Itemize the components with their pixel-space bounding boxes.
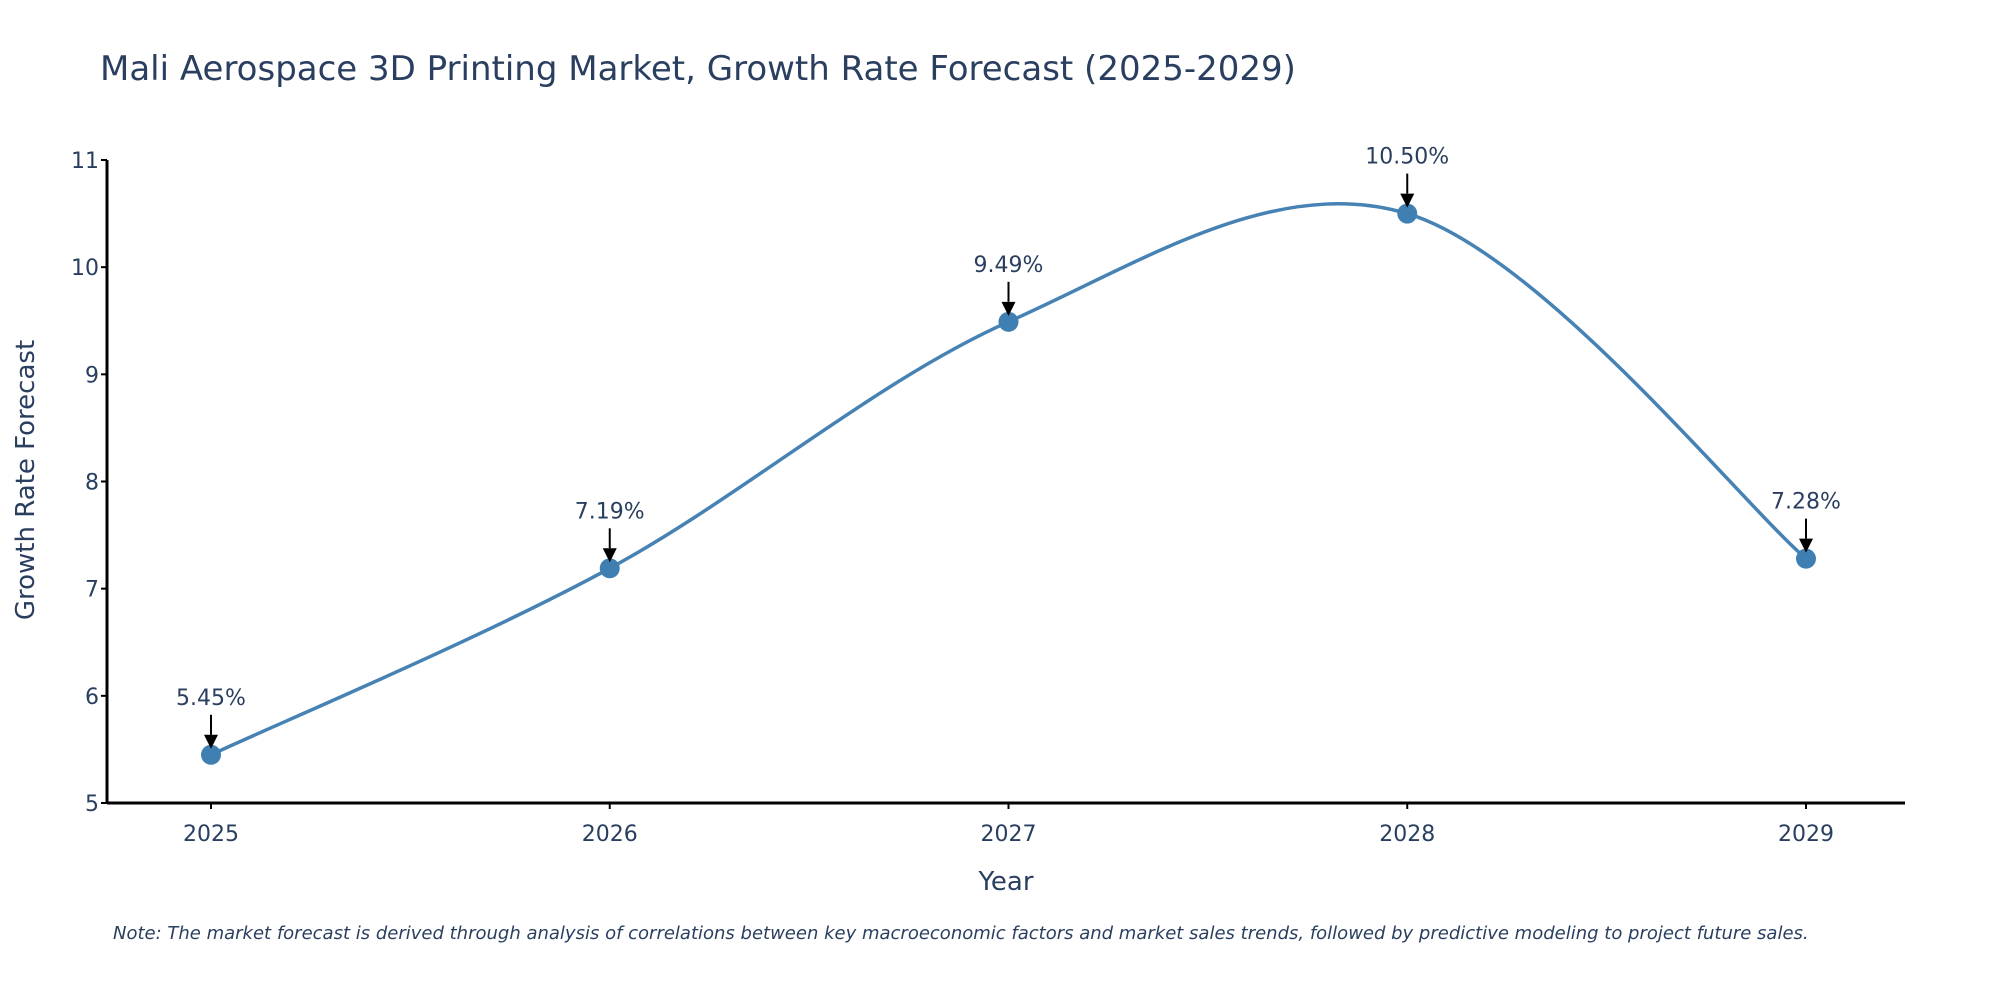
x-tick-label: 2029 (1778, 822, 1834, 847)
annotation-arrow-head (1001, 301, 1016, 316)
data-annotations: 5.45% 7.19% 9.49% 10.50% 7.28% (176, 145, 1841, 749)
y-axis-title: Growth Rate Forecast (11, 340, 41, 620)
annotation-arrow-head (602, 548, 617, 563)
data-point-2025 (201, 744, 221, 765)
data-label-2027: 9.49% (974, 253, 1044, 278)
annotation-arrow-head (204, 734, 218, 749)
x-axis-title: Year (977, 867, 1033, 897)
data-point-2026 (599, 558, 620, 579)
x-tick-label: 2025 (183, 822, 239, 847)
y-tick-label: 8 (85, 471, 99, 496)
data-point-2029 (1796, 548, 1816, 569)
x-tick-label: 2027 (981, 822, 1037, 847)
y-tick-label: 7 (85, 578, 99, 603)
chart-title: Mali Aerospace 3D Printing Market, Growt… (100, 49, 1296, 89)
data-point-2027 (998, 311, 1019, 332)
data-point-2028 (1397, 203, 1418, 224)
data-label-2029: 7.28% (1771, 490, 1841, 515)
y-tick-label: 9 (85, 363, 99, 388)
x-axis-ticks: 2025 2026 2027 2028 2029 (183, 803, 1834, 847)
data-label-2026: 7.19% (575, 499, 645, 524)
series-line (210, 202, 1808, 757)
data-label-2028: 10.50% (1365, 145, 1449, 170)
data-markers (201, 203, 1816, 765)
annotation-arrow-head (1799, 538, 1813, 553)
y-tick-label: 10 (71, 256, 99, 281)
y-tick-label: 6 (85, 685, 99, 710)
x-tick-label: 2028 (1379, 822, 1435, 847)
y-axis-ticks: 5 6 7 8 9 10 11 (71, 149, 107, 817)
y-tick-label: 11 (71, 149, 99, 174)
annotation-arrow-head (1400, 193, 1415, 208)
x-tick-label: 2026 (582, 822, 638, 847)
y-tick-label: 5 (85, 792, 99, 817)
data-label-2025: 5.45% (176, 686, 246, 711)
footnote: Note: The market forecast is derived thr… (113, 923, 1809, 944)
